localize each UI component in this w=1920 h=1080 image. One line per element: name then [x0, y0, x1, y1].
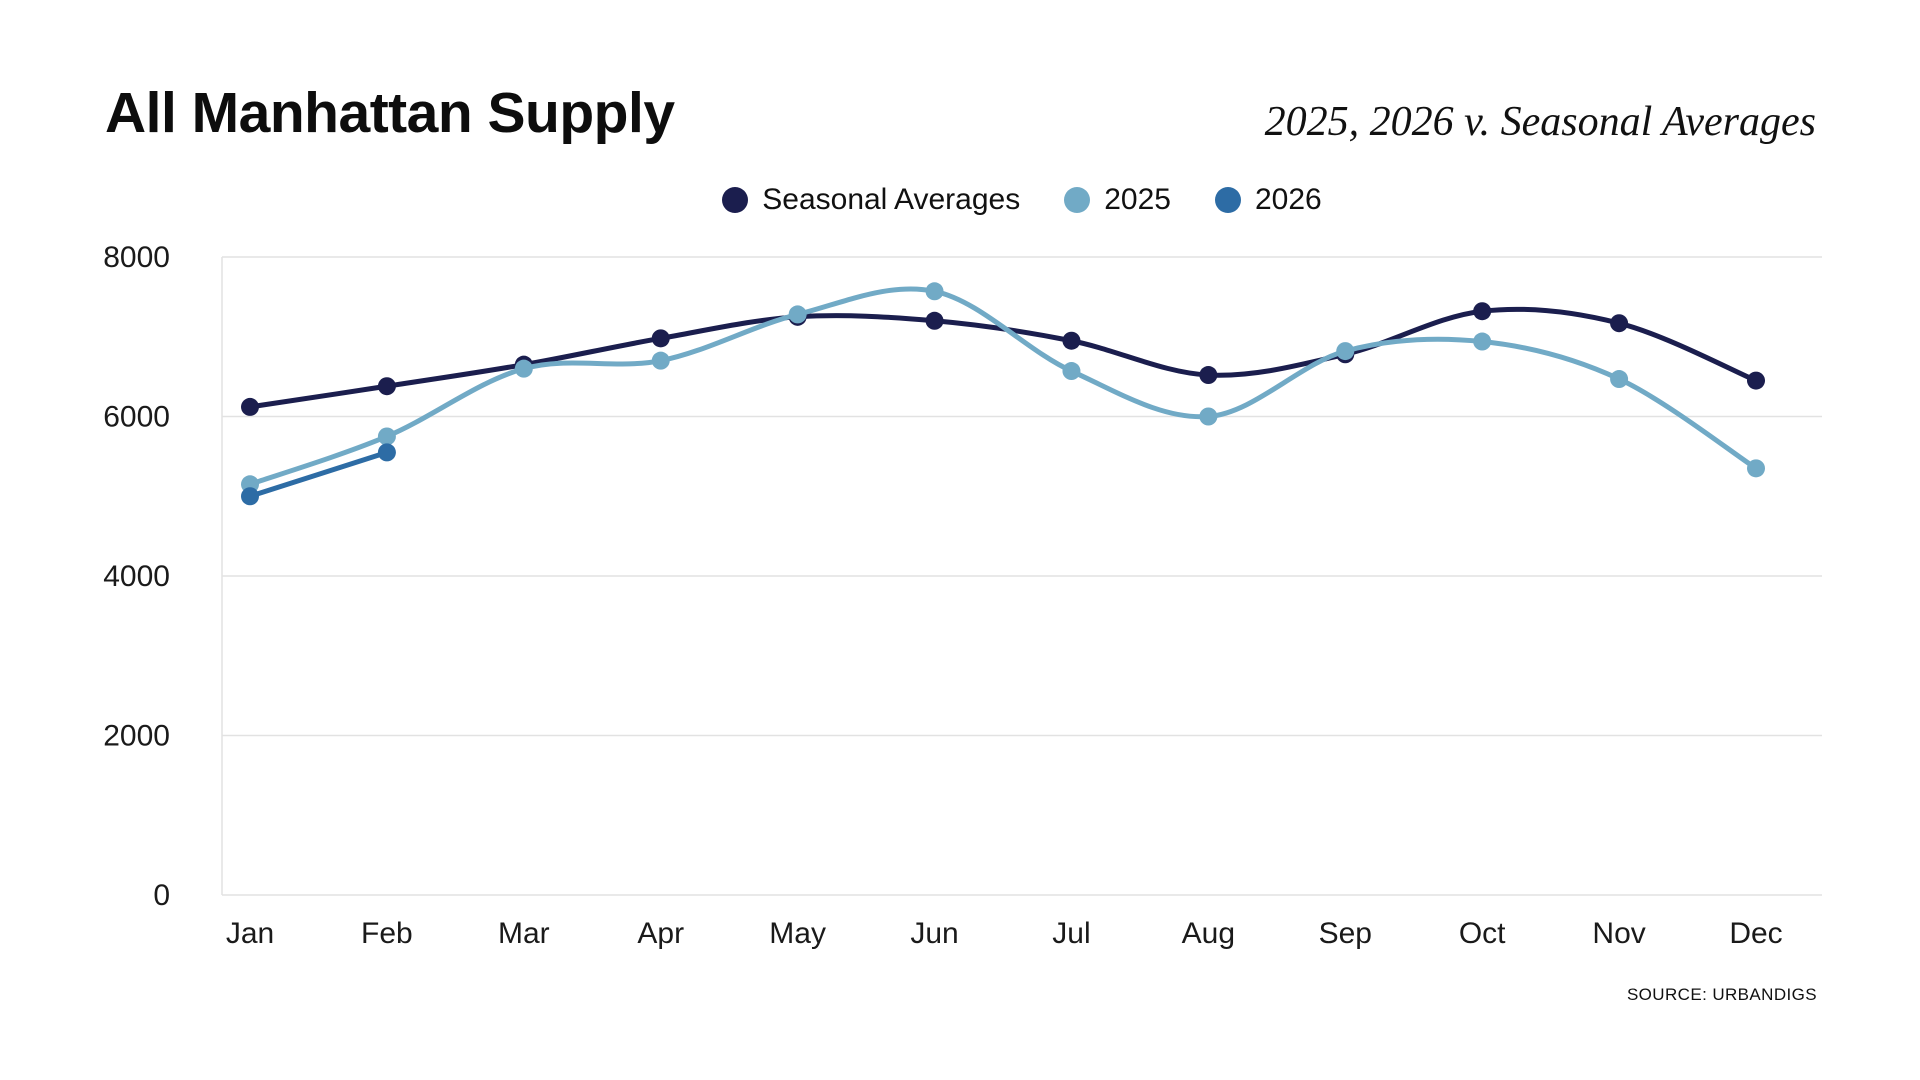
- x-tick-label-may: May: [769, 917, 826, 950]
- y-tick-label: 6000: [103, 401, 170, 434]
- legend: Seasonal Averages 2025 2026: [222, 183, 1822, 217]
- data-point-seasonal-averages: [651, 329, 670, 348]
- data-point-seasonal-averages: [1199, 366, 1218, 385]
- legend-dot: [1064, 187, 1091, 213]
- chart-title: All Manhattan Supply: [105, 81, 675, 145]
- x-tick-label-mar: Mar: [498, 917, 550, 950]
- x-tick-label-nov: Nov: [1592, 917, 1645, 950]
- data-point-seasonal-averages: [241, 397, 259, 416]
- data-point-seasonal-averages: [1062, 331, 1081, 350]
- chart-subtitle: 2025, 2026 v. Seasonal Averages: [1264, 99, 1816, 145]
- data-point-seasonal-averages: [1610, 314, 1629, 333]
- data-point-2025: [1610, 370, 1629, 389]
- legend-dot: [722, 187, 749, 213]
- data-point-seasonal-averages: [925, 311, 944, 330]
- data-point-seasonal-averages: [1747, 371, 1765, 390]
- data-point-2026: [377, 443, 396, 462]
- legend-label: 2025: [1104, 183, 1171, 216]
- legend-item-2025: 2025: [1064, 183, 1171, 217]
- data-point-2025: [1336, 342, 1355, 361]
- data-point-2025: [651, 351, 670, 370]
- x-tick-label-apr: Apr: [637, 917, 684, 950]
- legend-label: 2026: [1254, 183, 1322, 216]
- y-tick-label: 4000: [103, 560, 170, 593]
- x-tick-label-jun: Jun: [910, 917, 958, 950]
- x-tick-label-aug: Aug: [1182, 917, 1235, 950]
- data-point-2025: [1747, 459, 1765, 478]
- data-point-2025: [1473, 332, 1492, 351]
- x-tick-label-oct: Oct: [1459, 917, 1506, 950]
- x-tick-label-feb: Feb: [361, 917, 413, 950]
- x-tick-label-sep: Sep: [1319, 917, 1372, 950]
- legend-dot: [1214, 187, 1241, 213]
- x-tick-label-jan: Jan: [226, 917, 274, 950]
- series-line-seasonal-averages: [247, 306, 1759, 410]
- data-point-2025: [1199, 407, 1218, 426]
- data-point-2025: [788, 305, 807, 324]
- source-note: SOURCE: URBANDIGS: [1626, 985, 1817, 1004]
- data-point-seasonal-averages: [377, 377, 396, 396]
- x-tick-label-jul: Jul: [1052, 917, 1090, 950]
- legend-label: Seasonal Averages: [762, 183, 1021, 216]
- series-line-2026: [247, 449, 390, 499]
- data-point-2025: [514, 359, 533, 378]
- data-point-2025: [1062, 362, 1081, 381]
- y-tick-label: 0: [153, 879, 170, 912]
- x-tick-label-dec: Dec: [1729, 917, 1782, 950]
- y-tick-label: 2000: [103, 720, 170, 753]
- series-line-2025: [247, 286, 1759, 487]
- legend-item-2026: 2026: [1214, 183, 1322, 217]
- legend-item-seasonal-averages: Seasonal Averages: [722, 183, 1020, 217]
- data-point-2025: [377, 427, 396, 446]
- y-tick-label: 8000: [103, 241, 170, 274]
- data-point-2026: [241, 487, 259, 506]
- data-point-2025: [925, 282, 944, 301]
- data-point-seasonal-averages: [1473, 302, 1492, 321]
